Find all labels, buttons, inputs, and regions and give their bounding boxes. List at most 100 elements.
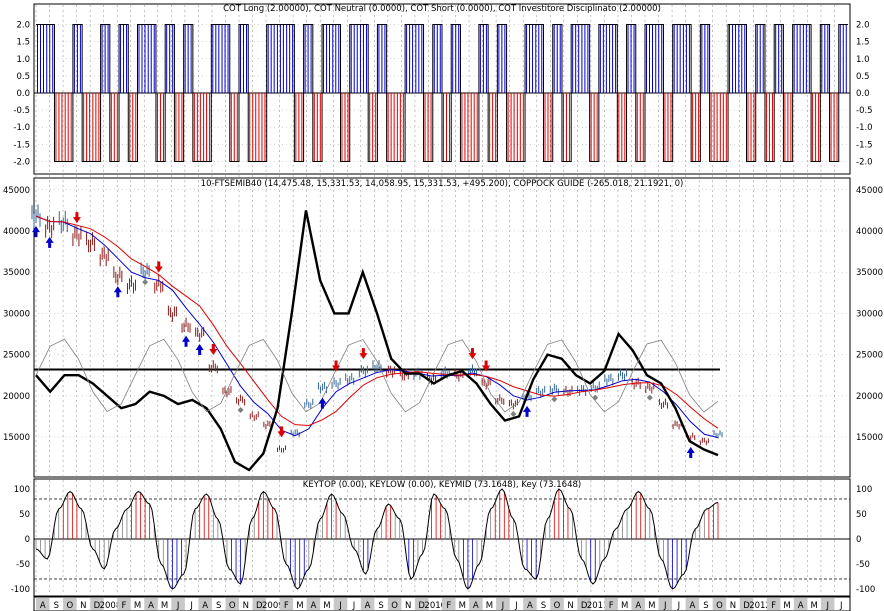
month-band — [279, 598, 294, 610]
month-band — [685, 598, 700, 610]
month-label: M — [648, 601, 655, 611]
month-label: M — [783, 601, 790, 611]
month-band — [820, 598, 835, 610]
month-band — [387, 598, 402, 610]
month-band — [496, 598, 510, 610]
month-label: A — [40, 601, 46, 611]
price-y-tick-right: 45000 — [856, 186, 883, 196]
month-label: D — [581, 601, 588, 611]
key-y-tick-right: 0 — [856, 535, 861, 545]
month-label: N — [243, 601, 249, 611]
month-band — [658, 598, 673, 610]
cot-panel-frame — [33, 3, 851, 175]
month-label: D — [418, 601, 425, 611]
sell-arrow — [154, 261, 163, 273]
month-label: A — [798, 601, 804, 611]
month-label: F — [446, 601, 451, 611]
time-axis-frame — [33, 596, 851, 611]
price-y-tick-right: 35000 — [856, 268, 883, 278]
month-band — [604, 598, 618, 610]
sell-arrow — [332, 360, 341, 372]
month-band — [198, 598, 212, 610]
month-label: J — [501, 601, 505, 611]
grid-layer — [34, 5, 850, 596]
price-y-tick-right: 25000 — [856, 351, 883, 361]
key-y-tick-right: -50 — [856, 560, 870, 570]
month-label: A — [635, 601, 641, 611]
month-label: A — [473, 601, 479, 611]
month-band — [631, 598, 645, 610]
month-label: 2012 — [749, 601, 771, 611]
month-label: M — [486, 601, 493, 611]
price-oscillator-line — [35, 338, 719, 413]
month-label: N — [80, 601, 86, 611]
neutral-diamond — [237, 406, 244, 413]
month-label: 2009 — [262, 601, 284, 611]
key-y-tick-right: 50 — [856, 510, 867, 520]
price-y-tick-left: 35000 — [3, 268, 30, 278]
month-label: F — [122, 601, 127, 611]
cot-regime-line — [36, 24, 848, 162]
buy-arrow — [195, 344, 204, 355]
month-label: M — [323, 601, 330, 611]
price-y-tick-left: 25000 — [3, 351, 30, 361]
neutral-diamond — [646, 394, 653, 401]
cot-y-tick-right: 2.0 — [856, 21, 870, 31]
key-y-tick-left: 100 — [14, 485, 30, 495]
key-y-tick-right: 100 — [856, 485, 872, 495]
cot-y-tick-right: -2.0 — [856, 157, 873, 167]
month-label: J — [839, 601, 843, 611]
month-label: M — [621, 601, 628, 611]
month-label: J — [352, 601, 356, 611]
cot-y-tick-left: 1.0 — [16, 55, 30, 65]
month-band — [63, 598, 77, 610]
neutral-diamond — [592, 394, 599, 401]
cot-y-tick-left: -1.0 — [13, 123, 30, 133]
month-band — [117, 598, 131, 610]
month-label: F — [284, 601, 289, 611]
cot-panel-title: COT Long (2.00000), COT Neutral (0.0000)… — [223, 4, 661, 14]
price-y-tick-left: 45000 — [3, 186, 30, 196]
sell-arrow — [277, 426, 286, 438]
month-label: A — [527, 601, 533, 611]
month-band — [469, 598, 483, 610]
month-label: S — [378, 601, 383, 611]
month-label: J — [663, 601, 667, 611]
key-y-tick-right: -100 — [856, 585, 875, 595]
month-label: O — [229, 601, 236, 611]
month-band — [523, 598, 537, 610]
cot-y-tick-right: 0.0 — [856, 89, 870, 99]
month-band — [793, 598, 808, 610]
month-label: O — [391, 601, 398, 611]
month-label: M — [161, 601, 168, 611]
cot-panel — [34, 24, 850, 162]
month-label: M — [296, 601, 303, 611]
coppock-guide-line — [35, 210, 719, 472]
month-label: M — [459, 601, 466, 611]
sell-arrow — [72, 212, 81, 224]
month-band — [550, 598, 564, 610]
buy-arrow — [686, 447, 695, 459]
month-label: F — [771, 601, 776, 611]
axis-layer: A S O N D 2008 F M A M J J A S O N D 2009 F M A M J J A S O N D 2010 F… — [3, 21, 883, 611]
month-band — [766, 598, 781, 610]
month-label: M — [134, 601, 141, 611]
month-label: O — [66, 601, 73, 611]
neutral-diamond — [142, 279, 149, 286]
cot-y-tick-right: -1.0 — [856, 123, 873, 133]
neutral-diamond — [551, 396, 558, 403]
buy-arrow — [113, 286, 122, 298]
cot-y-tick-left: 1.5 — [16, 38, 30, 48]
month-label: 2010 — [424, 601, 446, 611]
month-label: D — [256, 601, 263, 611]
cot-y-tick-left: 0.5 — [16, 72, 30, 82]
month-label: O — [716, 601, 723, 611]
buy-arrow — [32, 226, 40, 238]
price-y-tick-left: 15000 — [3, 433, 30, 443]
buy-arrow — [318, 397, 327, 409]
month-label: J — [514, 601, 518, 611]
month-label: N — [730, 601, 736, 611]
ma-short-line — [35, 215, 719, 439]
month-band — [90, 598, 104, 610]
